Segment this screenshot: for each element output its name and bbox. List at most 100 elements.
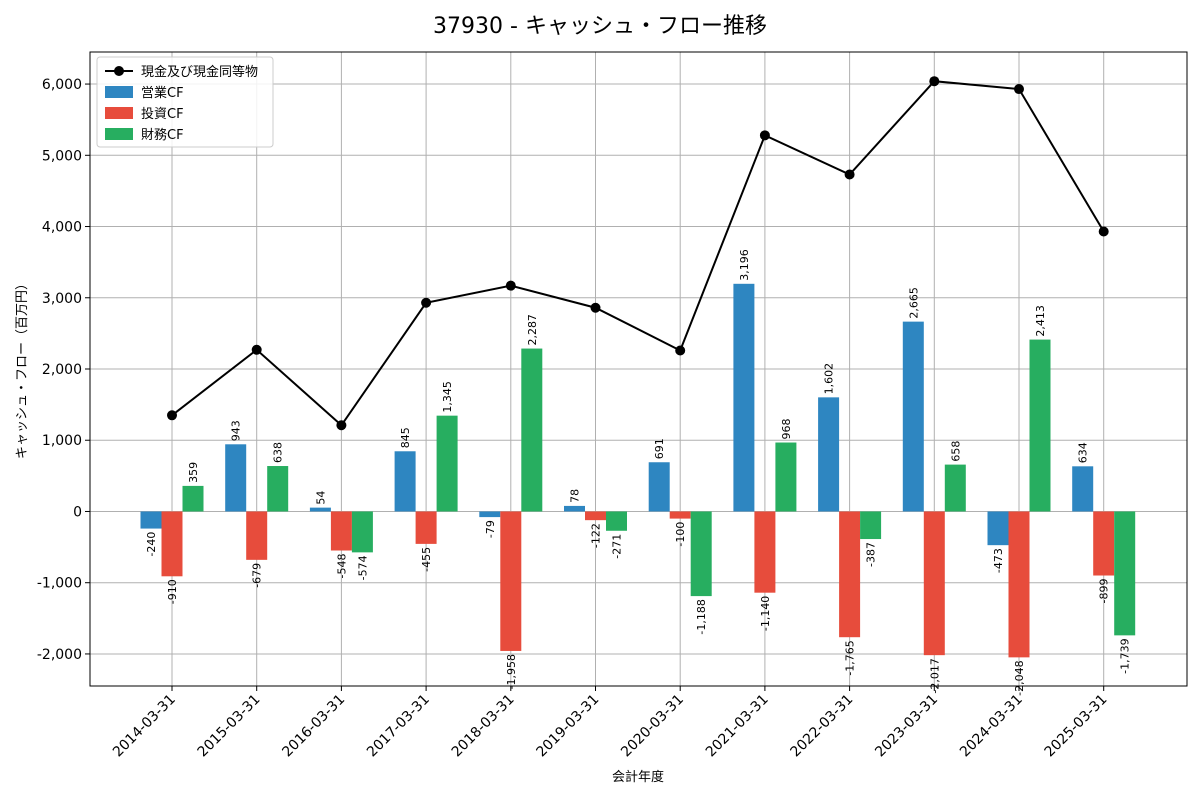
bar-value-label: -473 bbox=[992, 548, 1005, 573]
chart-title: 37930 - キャッシュ・フロー推移 bbox=[433, 14, 767, 39]
line-point bbox=[251, 344, 262, 355]
bar-value-label: 691 bbox=[653, 438, 666, 459]
bar-投資CF bbox=[754, 511, 776, 593]
bar-営業CF bbox=[648, 462, 670, 512]
bar-value-label: -910 bbox=[166, 579, 179, 604]
bar-value-label: 638 bbox=[272, 442, 285, 463]
bar-営業CF bbox=[479, 511, 501, 518]
line-point bbox=[929, 76, 940, 87]
legend-label: 財務CF bbox=[141, 128, 184, 143]
line-point bbox=[759, 130, 770, 141]
bar-value-label: 2,413 bbox=[1034, 305, 1047, 337]
bar-value-label: -79 bbox=[484, 520, 497, 538]
bar-投資CF bbox=[415, 511, 437, 544]
line-point bbox=[1098, 226, 1109, 237]
bar-value-label: -271 bbox=[611, 534, 624, 559]
bar-財務CF bbox=[606, 511, 627, 531]
x-tick-label: 2016-03-31 bbox=[279, 692, 348, 761]
y-tick-label: 6,000 bbox=[42, 77, 82, 93]
line-point bbox=[675, 345, 686, 356]
bar-営業CF bbox=[309, 507, 331, 512]
y-tick-label: 1,000 bbox=[42, 433, 82, 449]
legend-label: 営業CF bbox=[141, 85, 184, 101]
bar-value-label: -574 bbox=[356, 555, 369, 580]
legend-label: 投資CF bbox=[141, 106, 184, 122]
bar-value-label: -1,739 bbox=[1119, 638, 1132, 673]
y-axis-label: キャッシュ・フロー（百万円） bbox=[15, 277, 30, 459]
line-point bbox=[336, 420, 347, 431]
bar-投資CF bbox=[246, 511, 268, 560]
bar-value-label: -1,140 bbox=[759, 596, 772, 631]
bar-value-label: 1,602 bbox=[823, 363, 836, 395]
x-tick-label: 2024-03-31 bbox=[957, 692, 1026, 761]
bar-value-label: 658 bbox=[949, 441, 962, 462]
bar-value-label: -899 bbox=[1098, 579, 1111, 604]
bar-営業CF bbox=[1072, 466, 1094, 512]
bar-value-label: 1,345 bbox=[441, 381, 454, 413]
x-tick-label: 2019-03-31 bbox=[533, 692, 602, 761]
legend-box bbox=[96, 56, 274, 148]
line-point bbox=[505, 280, 516, 291]
bar-財務CF bbox=[860, 511, 882, 540]
bar-value-label: 968 bbox=[780, 419, 793, 440]
line-point bbox=[421, 297, 432, 308]
bar-投資CF bbox=[585, 511, 606, 521]
bar-value-label: -2,017 bbox=[928, 658, 941, 693]
bar-財務CF bbox=[690, 511, 712, 597]
line-point bbox=[167, 410, 177, 421]
x-tick-label: 2021-03-31 bbox=[703, 692, 772, 761]
bar-value-label: 2,287 bbox=[526, 314, 539, 346]
bar-財務CF bbox=[775, 442, 797, 512]
legend-swatch bbox=[105, 128, 133, 140]
line-point bbox=[844, 169, 855, 180]
bar-value-label: -2,048 bbox=[1013, 660, 1026, 695]
y-tick-label: 3,000 bbox=[42, 291, 82, 307]
plot-area: -240 943 54 845 -79 78 691 3,196 1,602 2,665 -473 6… bbox=[37, 51, 1188, 761]
x-tick-label: 2017-03-31 bbox=[364, 692, 433, 761]
legend-swatch bbox=[105, 107, 133, 119]
legend-marker bbox=[114, 66, 124, 76]
y-tick-label: 2,000 bbox=[42, 362, 82, 378]
bar-営業CF bbox=[987, 511, 1009, 546]
bar-投資CF bbox=[500, 511, 522, 651]
x-tick-label: 2022-03-31 bbox=[788, 692, 857, 761]
bar-営業CF bbox=[733, 283, 755, 512]
x-tick-label: 2018-03-31 bbox=[449, 692, 518, 761]
bar-value-label: -240 bbox=[145, 532, 158, 557]
bar-営業CF bbox=[818, 397, 840, 512]
bar-営業CF bbox=[564, 505, 585, 512]
bar-value-label: -387 bbox=[865, 542, 878, 567]
x-tick-label: 2014-03-31 bbox=[110, 692, 179, 761]
bar-財務CF bbox=[351, 511, 373, 553]
x-tick-label: 2023-03-31 bbox=[872, 692, 941, 761]
bar-value-label: 3,196 bbox=[738, 249, 751, 281]
bar-value-label: -1,188 bbox=[695, 599, 708, 634]
bar-財務CF bbox=[1114, 511, 1136, 636]
bar-財務CF bbox=[267, 466, 289, 512]
bar-営業CF bbox=[225, 444, 247, 512]
bar-value-label: 634 bbox=[1077, 442, 1090, 463]
bar-value-label: 943 bbox=[230, 420, 243, 441]
bar-投資CF bbox=[1008, 511, 1030, 658]
bar-value-label: -679 bbox=[251, 563, 264, 588]
bar-投資CF bbox=[1093, 511, 1115, 576]
bar-営業CF bbox=[140, 511, 162, 529]
x-axis-label: 会計年度 bbox=[612, 769, 664, 785]
bar-営業CF bbox=[902, 321, 924, 512]
bar-財務CF bbox=[521, 348, 543, 512]
x-tick-label: 2025-03-31 bbox=[1042, 692, 1111, 761]
bar-財務CF bbox=[1029, 339, 1051, 512]
legend-label: 現金及び現金同等物 bbox=[141, 64, 258, 80]
x-tick-label: 2015-03-31 bbox=[195, 692, 264, 761]
bar-value-label: -1,765 bbox=[844, 640, 857, 675]
y-tick-label: 0 bbox=[73, 504, 82, 520]
bar-財務CF bbox=[182, 485, 204, 512]
line-cash-equivalents bbox=[171, 80, 1105, 427]
bar-投資CF bbox=[161, 511, 183, 577]
bar-value-label: 2,665 bbox=[907, 287, 920, 319]
line-point bbox=[1014, 84, 1024, 95]
y-tick-label: -1,000 bbox=[37, 576, 82, 592]
bar-投資CF bbox=[839, 511, 861, 638]
bar-value-label: 54 bbox=[314, 491, 327, 505]
